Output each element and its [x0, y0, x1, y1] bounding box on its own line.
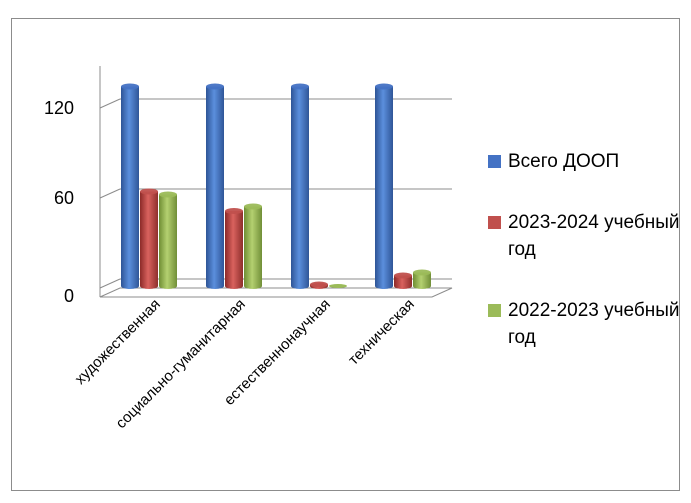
- gridline-side: [99, 188, 121, 199]
- bar: [121, 86, 139, 286]
- legend-swatch-green: [488, 304, 501, 317]
- bar-base: [244, 283, 262, 289]
- legend-label: Всего ДООП: [508, 151, 620, 172]
- bar-empty: [329, 284, 347, 288]
- bar-top: [121, 83, 139, 90]
- bar-top: [206, 83, 224, 90]
- bar: [159, 194, 177, 286]
- legend: Всего ДООП 2023-2024 учебный год 2022-20…: [488, 148, 688, 385]
- gridline-side: [99, 278, 121, 289]
- bar: [413, 272, 431, 286]
- legend-item-total: Всего ДООП: [488, 148, 688, 175]
- bar: [394, 275, 412, 286]
- bar: [244, 206, 262, 286]
- y-tick-label: 120: [44, 98, 74, 118]
- legend-swatch-red: [488, 216, 501, 229]
- legend-label: 2022-2023 учебный год: [508, 300, 680, 348]
- bar-base: [206, 283, 224, 289]
- bar-top: [159, 191, 177, 198]
- bar: [375, 86, 393, 286]
- bar-base: [413, 283, 431, 289]
- floor: [99, 287, 453, 298]
- bar-top: [413, 269, 431, 276]
- bar-base: [291, 283, 309, 289]
- legend-label: 2023-2024 учебный год: [508, 212, 680, 260]
- bar: [140, 191, 158, 286]
- legend-swatch-blue: [488, 155, 501, 168]
- bar-base: [225, 283, 243, 289]
- bar-top: [244, 203, 262, 210]
- bar-base: [140, 283, 158, 289]
- legend-item-2023-2024: 2023-2024 учебный год: [488, 209, 688, 263]
- bar-top: [140, 188, 158, 195]
- bar-base: [159, 283, 177, 289]
- legend-item-2022-2023: 2022-2023 учебный год: [488, 297, 688, 351]
- bar: [291, 86, 309, 286]
- gridline-side: [99, 98, 121, 109]
- y-tick-label: 60: [54, 188, 74, 208]
- bar-top: [394, 272, 412, 279]
- bar-top: [291, 83, 309, 90]
- bar: [225, 211, 243, 286]
- bar-base: [375, 283, 393, 289]
- bar-top: [225, 208, 243, 214]
- bar-top: [375, 83, 393, 90]
- y-tick-label: 0: [64, 286, 74, 306]
- bar-top: [310, 281, 328, 288]
- bar-base: [121, 283, 139, 289]
- bar: [206, 86, 224, 286]
- bar-base: [394, 283, 412, 289]
